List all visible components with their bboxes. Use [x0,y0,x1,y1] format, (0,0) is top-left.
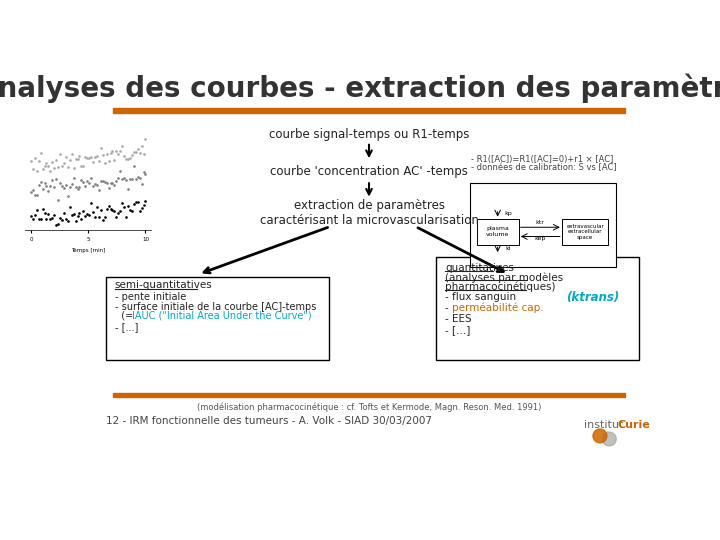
FancyBboxPatch shape [562,219,608,245]
FancyBboxPatch shape [477,219,518,245]
Text: plasma
volume: plasma volume [486,226,509,237]
Text: (=: (= [114,311,136,321]
Text: Analyses des courbes - extraction des paramètres: Analyses des courbes - extraction des pa… [0,73,720,103]
Text: - pente initiale: - pente initiale [114,292,186,302]
Text: extraction de paramètres
caractérisant la microvascularisation: extraction de paramètres caractérisant l… [260,199,478,227]
Text: (modélisation pharmacocinétique : cf. Tofts et Kermode, Magn. Reson. Med. 1991): (modélisation pharmacocinétique : cf. To… [197,403,541,412]
Text: semi-quantitatives: semi-quantitatives [114,280,212,290]
Text: -: - [445,303,452,313]
Text: institut: institut [585,420,624,430]
Text: kp: kp [505,211,513,216]
Text: pharmacocinétiques): pharmacocinétiques) [445,281,555,292]
Text: courbe 'concentration AC' -temps: courbe 'concentration AC' -temps [270,165,468,178]
Text: - données de calibration: S vs [AC]: - données de calibration: S vs [AC] [472,164,617,172]
X-axis label: Temps [min]: Temps [min] [71,248,105,253]
Text: IAUC ("Initial Area Under the Curve"): IAUC ("Initial Area Under the Curve") [132,311,312,321]
Text: ki: ki [505,246,511,251]
Text: perméabilité cap.: perméabilité cap. [452,303,544,313]
Text: - flux sanguin: - flux sanguin [445,292,516,302]
Text: Curie: Curie [618,420,651,430]
Text: - R1([AC])=R1([AC]=0)+r1 × [AC]: - R1([AC])=R1([AC]=0)+r1 × [AC] [472,155,613,164]
Text: (ktrans): (ktrans) [566,291,619,304]
Text: kep: kep [534,237,546,241]
Text: - [...]: - [...] [445,326,470,335]
Circle shape [593,429,607,443]
Text: 12 - IRM fonctionnelle des tumeurs - A. Volk - SIAD 30/03/2007: 12 - IRM fonctionnelle des tumeurs - A. … [106,416,431,426]
Circle shape [602,432,616,446]
FancyBboxPatch shape [469,183,616,267]
Bar [113,108,625,112]
Text: extravascular
extracellular
space: extravascular extracellular space [567,224,604,240]
Text: (analyses par modèles: (analyses par modèles [445,272,563,282]
Text: - EES: - EES [445,314,472,324]
Text: ktr: ktr [536,220,545,225]
Text: courbe signal-temps ou R1-temps: courbe signal-temps ou R1-temps [269,127,469,140]
Bar [113,393,625,397]
Text: quantitatives: quantitatives [445,263,514,273]
Text: - surface initiale de la courbe [AC]-temps: - surface initiale de la courbe [AC]-tem… [114,301,316,312]
FancyBboxPatch shape [436,257,639,361]
Text: - [...]: - [...] [114,322,138,332]
FancyBboxPatch shape [106,276,330,361]
